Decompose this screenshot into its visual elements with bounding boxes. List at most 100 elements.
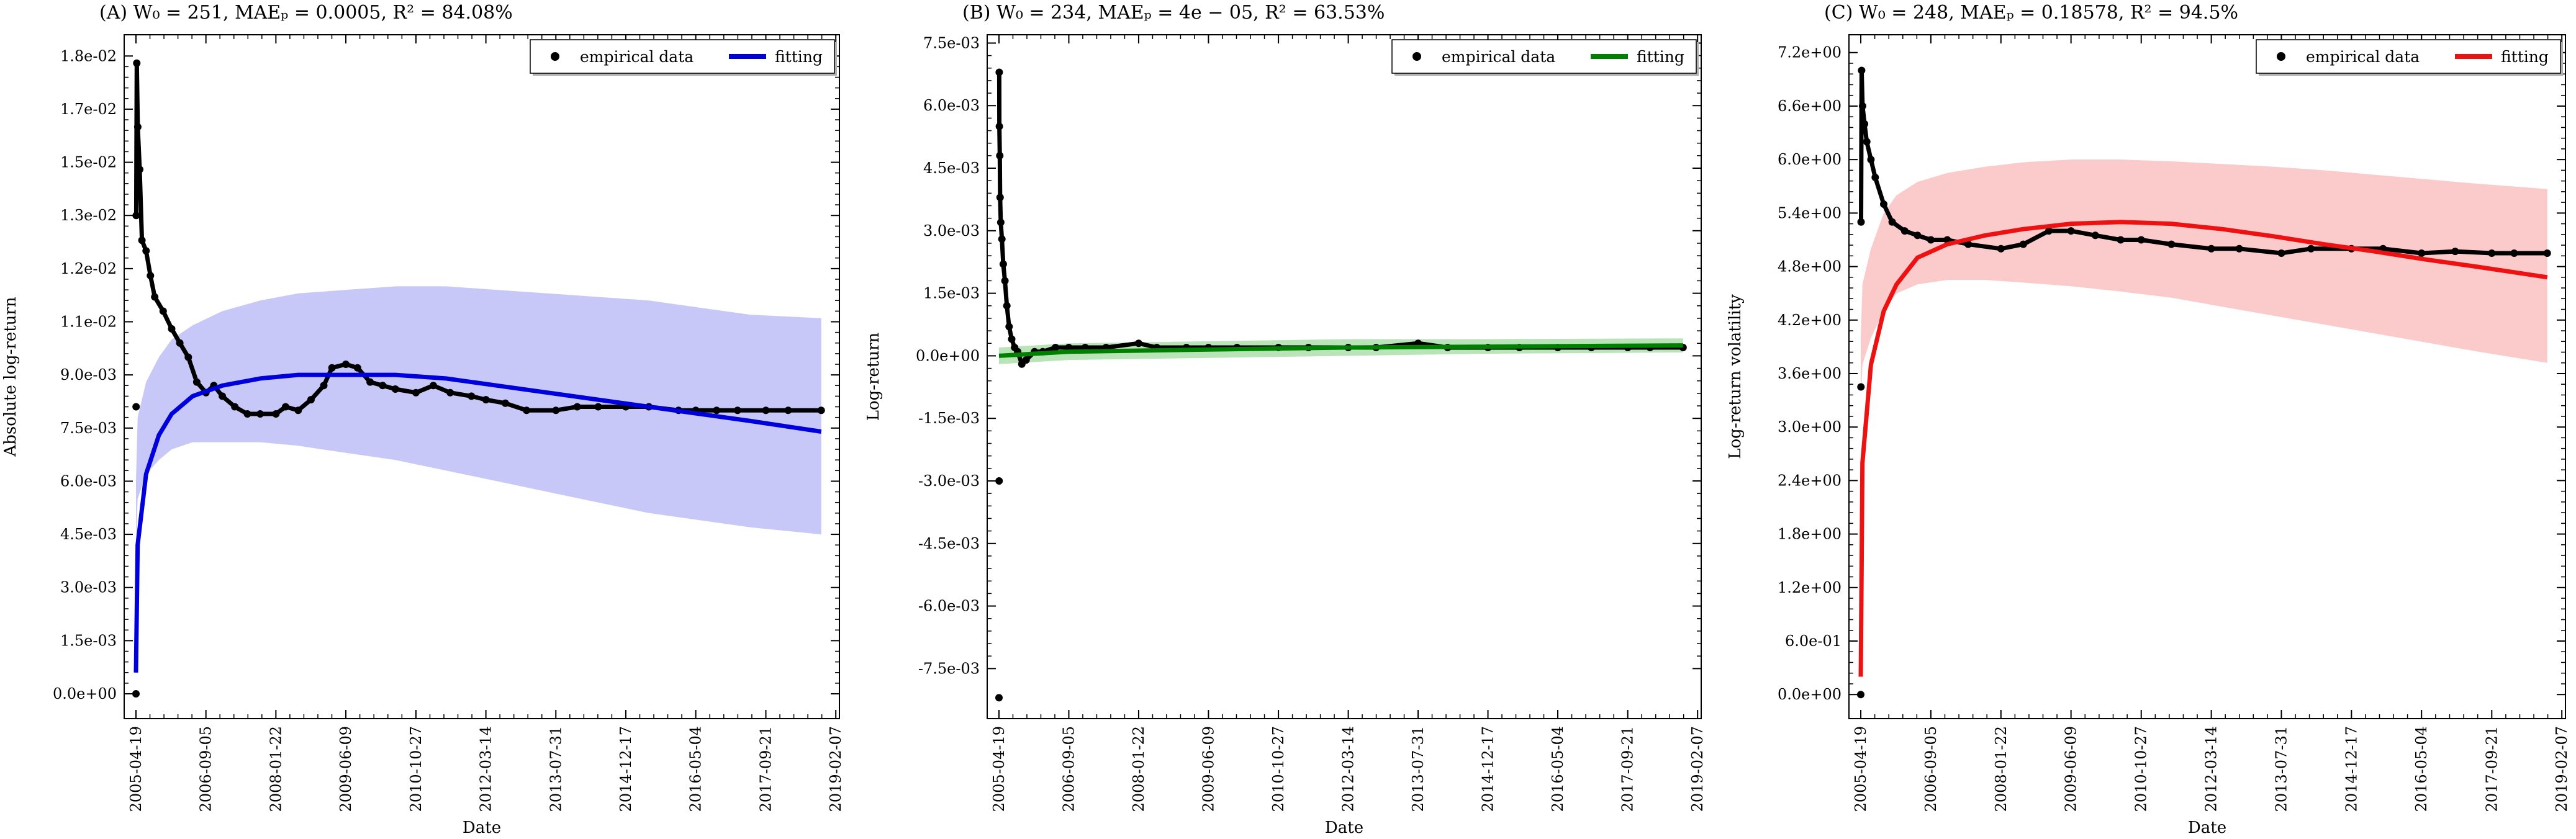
panel-b-x-tick-label: 2005-04-19 — [990, 726, 1008, 812]
panel-b-data-point — [1065, 344, 1073, 351]
panel-c-y-tick-label: 6.6e+00 — [1778, 97, 1842, 115]
panel-a-data-point — [366, 378, 374, 386]
panel-c-data-point — [2167, 240, 2176, 248]
panel-a-data-point — [573, 403, 581, 411]
panel-b-data-point — [995, 477, 1003, 485]
panel-a-data-point — [136, 166, 143, 173]
panel-c: (C) W₀ = 248, MAEₚ = 0.18578, R² = 94.5%… — [1726, 2, 2570, 837]
panel-b-axes-frame — [987, 34, 1702, 719]
panel-b-y-tick-label: 1.5e-03 — [923, 285, 980, 302]
panel-a-legend-label-fitting: fitting — [775, 48, 823, 66]
panel-c-legend-label-fitting: fitting — [2501, 48, 2549, 66]
panel-a-data-point — [168, 325, 176, 333]
panel-b-data-point — [1008, 335, 1016, 343]
panel-b-x-tick-label: 2006-09-05 — [1060, 726, 1077, 812]
panel-a-data-point — [176, 339, 184, 347]
panel-b-x-axis-label: Date — [1325, 819, 1363, 837]
panel-a-data-point — [294, 406, 302, 415]
panel-c-data-point — [1857, 383, 1865, 391]
panel-b-y-axis-label: Log-return — [864, 332, 883, 421]
panel-a-x-tick-label: 2005-04-19 — [127, 726, 145, 812]
panel-a-data-point — [429, 382, 437, 390]
panel-c-data-point — [1857, 691, 1864, 699]
panel-a-x-tick-label: 2013-07-31 — [547, 726, 564, 812]
panel-c-data-point — [2045, 227, 2053, 235]
panel-a-data-point — [501, 399, 509, 407]
panel-b-data-point — [1001, 277, 1009, 285]
panel-c-data-point — [1858, 102, 1866, 110]
panel-c-data-point — [1888, 218, 1896, 226]
panel-c-data-point — [1964, 240, 1973, 248]
panel-c-y-axis-label: Log-return volatility — [1726, 294, 1745, 459]
panel-c-data-point — [2307, 245, 2315, 253]
panel-b: (B) W₀ = 234, MAEₚ = 4e − 05, R² = 63.53… — [864, 2, 1706, 837]
panel-c-data-point — [1914, 231, 1922, 240]
panel-c-title: (C) W₀ = 248, MAEₚ = 0.18578, R² = 94.5% — [1824, 2, 2238, 24]
panel-a-x-axis-label: Date — [463, 819, 501, 837]
panel-b-data-point — [1052, 344, 1059, 351]
panel-a-y-tick-label: 4.5e-03 — [60, 526, 117, 543]
panel-c-data-point — [1880, 200, 1887, 208]
panel-c-legend-label-data: empirical data — [2306, 48, 2420, 66]
panel-a-x-tick-label: 2012-03-14 — [477, 726, 495, 812]
panel-a-data-point — [282, 403, 289, 411]
panel-c-axes-frame — [1848, 34, 2566, 719]
panel-a-y-tick-label: 7.5e-03 — [60, 420, 117, 437]
panel-c-data-point — [2137, 236, 2145, 244]
panel-c-legend — [2256, 39, 2561, 74]
panel-a-x-tick-label: 2016-05-04 — [687, 726, 705, 812]
panel-b-data-point — [1134, 339, 1142, 348]
panel-c-y-tick-label: 1.8e+00 — [1778, 526, 1842, 543]
panel-a-data-point — [151, 293, 159, 301]
panel-a-data-point — [552, 406, 560, 415]
panel-c-data-point — [2418, 249, 2426, 257]
panel-c-y-tick-label: 6.0e-01 — [1785, 632, 1842, 650]
panel-c-data-point — [2019, 240, 2027, 248]
panel-b-data-point — [998, 235, 1006, 243]
panel-a-data-point — [132, 403, 140, 411]
panel-a-x-tick-label: 2006-09-05 — [197, 726, 215, 812]
panel-b-y-tick-label: 3.0e-03 — [923, 222, 980, 240]
panel-a-data-point — [468, 392, 476, 400]
panel-a-data-point — [342, 361, 350, 368]
panel-a-data-point — [379, 382, 387, 390]
panel-a-data-point — [391, 385, 399, 393]
panel-c-legend-marker-data — [2277, 52, 2285, 61]
panel-b-y-tick-label: 6.0e-03 — [923, 97, 980, 114]
panel-c-data-point — [1900, 227, 1909, 235]
panel-a-y-tick-label: 1.5e-02 — [60, 154, 117, 171]
panel-a-data-point — [817, 406, 825, 415]
panel-b-x-tick-label: 2012-03-14 — [1340, 726, 1357, 812]
panel-a-y-tick-label: 1.3e-02 — [60, 207, 117, 224]
panel-a-legend-label-data: empirical data — [580, 48, 694, 66]
panel-b-y-tick-label: 0.0e+00 — [916, 347, 980, 364]
panel-a-y-tick-label: 6.0e-03 — [60, 472, 117, 490]
panel-c-data-point — [1861, 120, 1869, 128]
panel-c-data-point — [1863, 138, 1871, 146]
panel-c-y-tick-label: 2.4e+00 — [1778, 472, 1842, 489]
panel-a-legend-marker-data — [551, 52, 559, 61]
panel-c-x-tick-label: 2005-04-19 — [1852, 726, 1869, 812]
panel-a-confidence-band — [136, 286, 821, 545]
panel-c-data-point — [2207, 245, 2215, 253]
panel-b-data-point — [997, 218, 1005, 227]
panel-b-data-point — [996, 194, 1004, 202]
panel-b-data-point — [1022, 356, 1030, 364]
panel-c-confidence-band — [1861, 159, 2547, 401]
panel-c-data-point — [2067, 227, 2075, 235]
panel-a-data-point — [256, 410, 264, 418]
panel-a-data-point — [446, 388, 454, 397]
panel-c-x-tick-label: 2010-10-27 — [2133, 726, 2150, 812]
panel-a-data-point — [147, 272, 155, 280]
panel-a-data-point — [132, 212, 140, 220]
panel-a-x-tick-label: 2014-12-17 — [617, 726, 635, 812]
panel-a-data-point — [353, 364, 361, 372]
panel-c-x-tick-label: 2009-06-09 — [2063, 726, 2080, 812]
panel-a-data-point — [272, 410, 280, 418]
panel-c-y-tick-label: 6.0e+00 — [1778, 151, 1842, 168]
panel-b-y-tick-label: 4.5e-03 — [923, 159, 980, 177]
panel-b-y-tick-label: -7.5e-03 — [918, 660, 980, 677]
panel-b-data-point — [1005, 323, 1013, 331]
panel-a-data-point — [243, 410, 251, 418]
panel-c-y-tick-label: 3.6e+00 — [1778, 365, 1842, 382]
